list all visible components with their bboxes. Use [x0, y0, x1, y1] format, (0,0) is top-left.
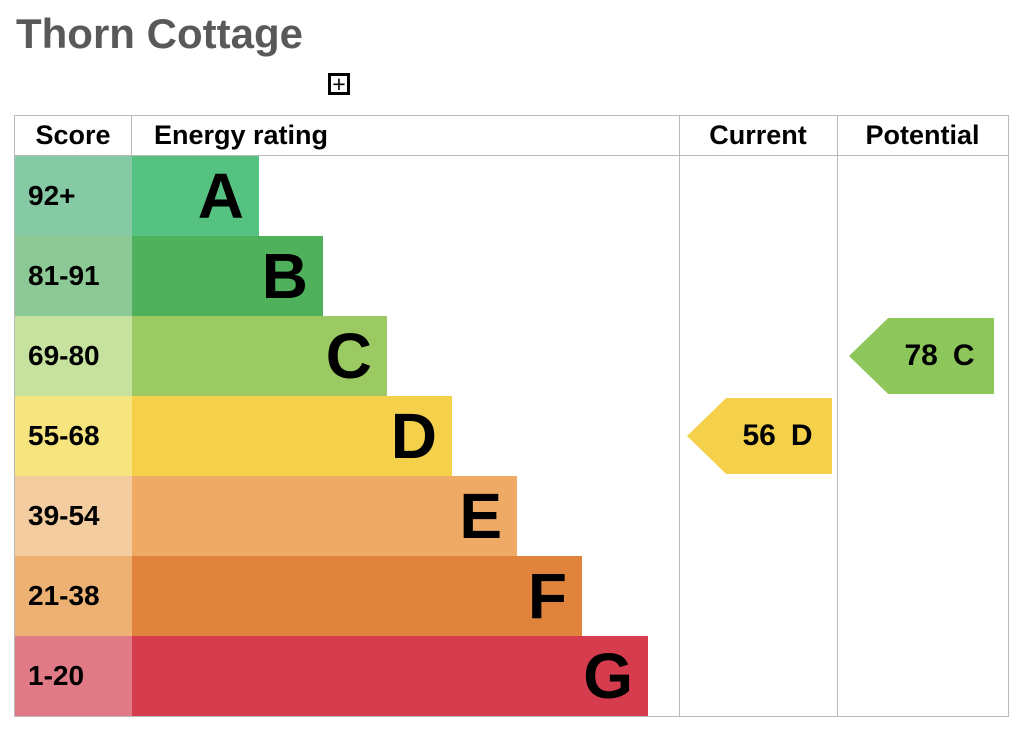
rating-letter: C: [325, 320, 372, 392]
epc-row-d: 55-68 D: [15, 396, 1008, 476]
current-rating-letter: D: [790, 419, 813, 452]
epc-row-a: 92+ A: [15, 156, 1008, 236]
rating-rows: 92+ A 81-91 B 69-80 C 55-68 D 39-54 E 21…: [15, 156, 1008, 716]
page-title: Thorn Cottage: [16, 10, 303, 57]
rating-bar: B: [132, 236, 323, 316]
divider-potential-column: [837, 116, 838, 716]
score-range-cell: 21-38: [15, 556, 132, 636]
column-header-energy-rating: Energy rating: [154, 120, 329, 150]
rating-letter: F: [527, 560, 567, 632]
score-range-cell: 55-68: [15, 396, 132, 476]
epc-row-c: 69-80 C: [15, 316, 1008, 396]
table-header-row: Score Energy rating Current Potential: [15, 116, 1008, 156]
rating-letter: B: [261, 240, 308, 312]
column-header-potential: Potential: [865, 120, 980, 150]
potential-rating-value: 78: [904, 339, 938, 372]
epc-row-f: 21-38 F: [15, 556, 1008, 636]
epc-row-b: 81-91 B: [15, 236, 1008, 316]
rating-bar: C: [132, 316, 387, 396]
score-range-cell: 39-54: [15, 476, 132, 556]
epc-row-e: 39-54 E: [15, 476, 1008, 556]
score-range-cell: 81-91: [15, 236, 132, 316]
expand-icon[interactable]: +: [328, 71, 350, 97]
rating-letter: G: [583, 640, 633, 712]
plus-glyph: +: [332, 71, 346, 97]
column-header-current: Current: [709, 120, 807, 150]
rating-letter: D: [390, 400, 437, 472]
rating-bar: A: [132, 156, 259, 236]
rating-bar: G: [132, 636, 648, 716]
score-range-cell: 92+: [15, 156, 132, 236]
potential-rating-letter: C: [952, 339, 975, 372]
score-range-cell: 69-80: [15, 316, 132, 396]
column-header-score: Score: [15, 116, 132, 155]
epc-rating-table: Score Energy rating Current Potential 92…: [14, 115, 1009, 717]
rating-letter: E: [459, 480, 502, 552]
rating-letter: A: [197, 160, 244, 232]
current-rating-value: 56: [742, 419, 776, 452]
rating-bar: D: [132, 396, 452, 476]
rating-bar: E: [132, 476, 517, 556]
divider-current-column: [679, 116, 680, 716]
rating-bar: F: [132, 556, 582, 636]
score-range-cell: 1-20: [15, 636, 132, 716]
epc-row-g: 1-20 G: [15, 636, 1008, 716]
